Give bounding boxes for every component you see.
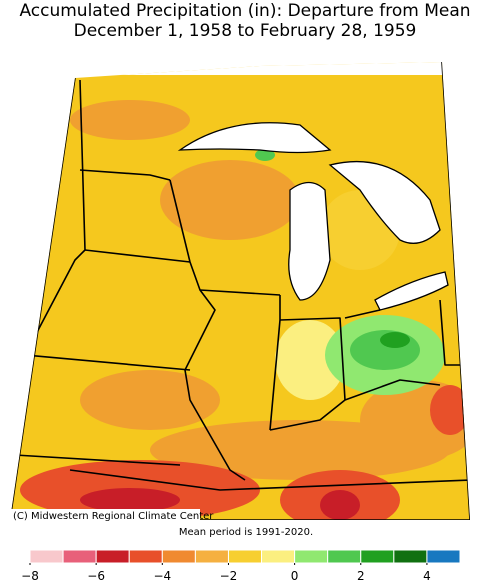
tick-label: 0	[291, 569, 299, 582]
credit-box	[10, 509, 200, 522]
legend-swatch	[426, 549, 461, 564]
tick-label: −2	[220, 569, 238, 582]
legend-swatch	[161, 549, 196, 564]
legend-swatch	[393, 549, 428, 564]
tick-label: −4	[153, 569, 171, 582]
legend-swatch	[29, 549, 64, 564]
legend-swatch	[194, 549, 229, 564]
legend-swatch	[261, 549, 296, 564]
legend-swatch	[128, 549, 163, 564]
legend-swatch	[360, 549, 395, 564]
tick-label: 2	[357, 569, 365, 582]
legend: −8 −6 −4 −2 0 2 4	[21, 549, 461, 582]
tick-label: −6	[87, 569, 105, 582]
title-line: Accumulated Precipitation (in): Departur…	[19, 1, 470, 21]
note: Mean period is 1991-2020.	[179, 527, 313, 538]
title-line: December 1, 1958 to February 28, 1959	[74, 21, 417, 41]
legend-swatch	[294, 549, 329, 564]
legend-swatch	[227, 549, 263, 564]
map	[10, 62, 470, 520]
credit: (C) Midwestern Regional Climate Center	[13, 511, 214, 522]
legend-swatch	[95, 549, 130, 564]
tick-label: −8	[21, 569, 39, 582]
tick-label: 4	[423, 569, 431, 582]
legend-swatch	[62, 549, 97, 564]
legend-swatch	[327, 549, 362, 564]
